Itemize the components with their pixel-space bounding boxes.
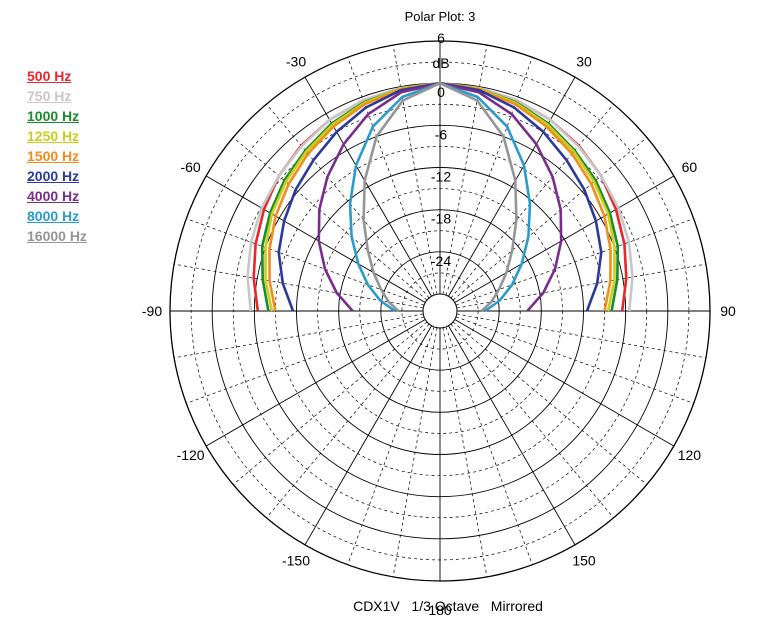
angle-tick-label: 150	[572, 552, 596, 568]
legend-entry: 750 Hz	[27, 88, 72, 104]
radial-tick-label: -6	[435, 126, 448, 142]
radial-tick-label: 0	[437, 84, 445, 100]
grid-spoke	[456, 313, 706, 359]
angle-tick-label: -30	[286, 54, 306, 70]
grid-spoke	[455, 218, 694, 306]
grid-spoke	[205, 175, 426, 303]
grid-spoke	[455, 316, 694, 404]
grid-spoke	[450, 103, 614, 299]
angle-tick-label: 120	[678, 447, 702, 463]
chart-subtitle: CDX1V 1/3 Octave Mirrored	[353, 598, 543, 614]
grid-spoke	[186, 218, 425, 306]
angle-tick-label: -150	[282, 552, 310, 568]
grid-spoke	[347, 326, 435, 565]
angle-tick-label: -120	[177, 447, 205, 463]
grid-spoke	[448, 76, 576, 297]
grid-spoke	[452, 321, 648, 485]
grid-spoke	[186, 316, 425, 404]
angle-tick-label: 180	[428, 602, 452, 618]
grid-spoke	[448, 325, 576, 546]
legend-entry: 4000 Hz	[27, 188, 80, 204]
radial-unit-label: dB	[432, 55, 449, 71]
grid-spoke	[392, 327, 438, 577]
series-line-16000-hz	[362, 81, 518, 312]
grid-spoke	[174, 313, 424, 359]
chart-title: Polar Plot: 3	[405, 9, 476, 24]
series-curves	[246, 81, 634, 313]
legend-entry: 2000 Hz	[27, 168, 80, 184]
grid-spoke	[205, 319, 426, 447]
legend-entry: 8000 Hz	[27, 208, 80, 224]
legend-entry: 500 Hz	[27, 68, 72, 84]
grid-spoke	[232, 137, 428, 301]
angle-tick-label: -60	[180, 159, 200, 175]
grid-spoke	[442, 327, 488, 577]
grid-spoke	[232, 321, 428, 485]
grid-spoke	[445, 326, 533, 565]
grid-spoke	[266, 323, 430, 519]
grid-spoke	[452, 137, 648, 301]
legend-entry: 1000 Hz	[27, 108, 80, 124]
legend: 500 Hz 750 Hz 1000 Hz 1250 Hz 1500 Hz 2000 Hz…	[27, 66, 87, 246]
grid-spoke	[454, 319, 675, 447]
grid-spoke	[347, 57, 435, 296]
radial-tick-label: 6	[437, 30, 445, 46]
grid-spoke	[454, 175, 675, 303]
grid-spoke	[442, 45, 488, 295]
angle-tick-label: 60	[682, 159, 698, 175]
angle-tick-label: -90	[142, 303, 162, 319]
legend-entry: 1500 Hz	[27, 148, 80, 164]
legend-entry: 16000 Hz	[27, 228, 87, 244]
legend-entry: 1250 Hz	[27, 128, 80, 144]
radial-tick-label: -12	[431, 169, 451, 185]
polar-grid	[169, 40, 711, 582]
angle-tick-label: 90	[720, 303, 736, 319]
grid-spoke	[266, 103, 430, 299]
grid-spoke	[445, 57, 533, 296]
grid-spoke	[392, 45, 438, 295]
radial-tick-label: -24	[431, 253, 451, 269]
grid-spoke	[304, 76, 432, 297]
center-hole	[422, 293, 458, 329]
grid-spoke	[450, 323, 614, 519]
radial-tick-labels: 6 0 -6 -12 -18 -24	[431, 30, 451, 269]
radial-tick-label: -18	[431, 211, 451, 227]
grid-spoke	[304, 325, 432, 546]
angle-tick-label: 30	[576, 54, 592, 70]
